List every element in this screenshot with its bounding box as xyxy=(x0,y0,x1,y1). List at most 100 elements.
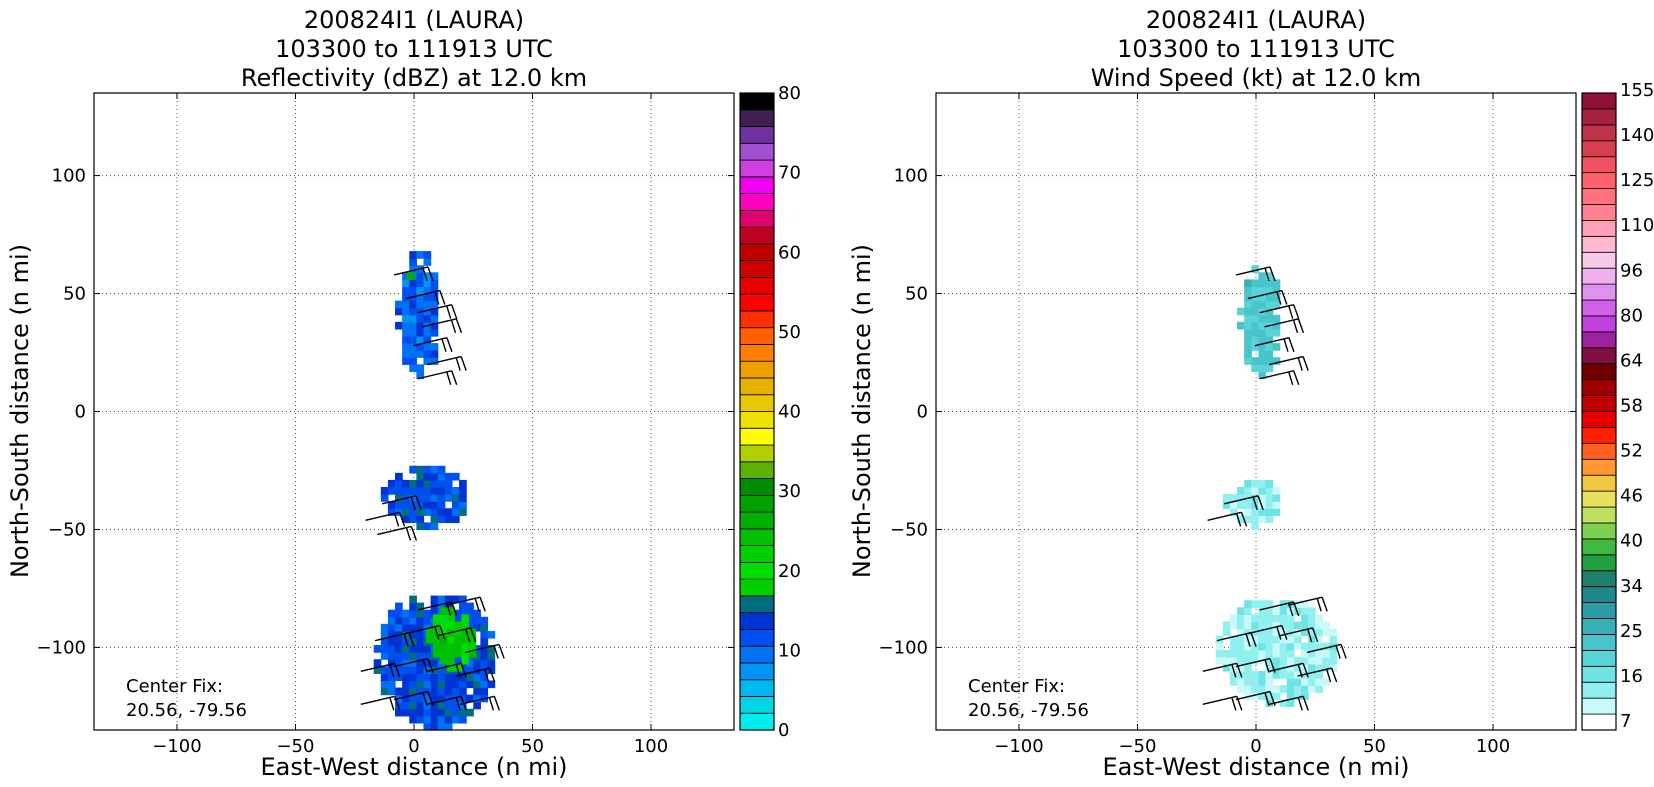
colorbar-tick-label: 40 xyxy=(1620,531,1643,552)
echo-cell xyxy=(430,272,439,280)
echo-cell xyxy=(1251,649,1259,658)
echo-cell xyxy=(416,609,425,618)
echo-cell xyxy=(1229,642,1238,651)
echo-cell xyxy=(437,472,446,481)
colorbar-tick-label: 64 xyxy=(1620,350,1643,371)
echo-cell xyxy=(402,616,410,625)
echo-cell xyxy=(1301,656,1309,665)
colorbar-swatch xyxy=(1581,442,1617,460)
echo-cell xyxy=(387,508,396,516)
colorbar-swatch xyxy=(1581,649,1617,667)
echo-cell xyxy=(423,694,432,703)
echo-cell xyxy=(440,628,448,637)
echo-cell xyxy=(409,343,417,351)
echo-cell xyxy=(1315,621,1323,630)
echo-cell xyxy=(1258,635,1267,644)
echo-cell xyxy=(1229,635,1238,644)
echo-cell xyxy=(1315,685,1323,693)
y-tick-label: 0 xyxy=(917,402,928,423)
echo-cell xyxy=(402,321,410,330)
reflectivity-wind-barbs xyxy=(360,266,505,711)
echo-cell xyxy=(444,708,453,717)
echo-cell xyxy=(380,494,389,502)
colorbar-swatch xyxy=(1581,713,1617,731)
echo-cell xyxy=(425,635,434,644)
echo-cell xyxy=(447,649,455,658)
echo-cell xyxy=(1293,635,1302,644)
echo-cell xyxy=(430,609,439,618)
echo-cell xyxy=(387,645,396,653)
colorbar-swatch xyxy=(739,629,775,647)
echo-cell xyxy=(461,614,470,623)
echo-cell xyxy=(373,666,382,674)
echo-cell xyxy=(1251,314,1259,323)
wind-barb xyxy=(464,643,505,659)
echo-cell xyxy=(423,486,432,495)
echo-cell xyxy=(1293,685,1302,693)
colorbar-swatch xyxy=(1581,363,1617,381)
echo-cell xyxy=(451,673,460,682)
echo-cell xyxy=(409,307,417,316)
echo-cell xyxy=(380,486,389,495)
echo-cell xyxy=(402,673,410,682)
echo-cell xyxy=(473,701,481,710)
echo-cell xyxy=(423,666,432,674)
colorbar-swatch xyxy=(1581,267,1617,285)
echo-cell xyxy=(1251,265,1259,273)
echo-cell xyxy=(1244,293,1252,302)
echo-cell xyxy=(1265,685,1274,693)
echo-cell xyxy=(454,649,463,658)
echo-cell xyxy=(1258,300,1267,309)
colorbar-swatch xyxy=(739,712,775,731)
echo-cell xyxy=(466,673,474,682)
echo-cell xyxy=(1308,614,1316,623)
echo-cell xyxy=(437,515,446,523)
echo-cell xyxy=(447,635,455,644)
wind-barb xyxy=(1269,695,1309,711)
reflectivity-colorbar: 0 10 20 30 40 50 60 70 80 xyxy=(739,83,801,741)
echo-cell xyxy=(423,300,432,309)
echo-cell xyxy=(487,659,496,667)
echo-cell xyxy=(1272,279,1281,288)
echo-cell xyxy=(1265,328,1274,337)
echo-cell xyxy=(423,522,432,531)
wind-barb xyxy=(393,266,434,282)
echo-cell xyxy=(402,328,410,337)
echo-cell xyxy=(409,616,417,625)
echo-cell xyxy=(1229,508,1238,516)
echo-cell xyxy=(1265,364,1274,372)
echo-cell xyxy=(423,286,432,295)
echo-cell xyxy=(1258,328,1267,337)
echo-cell xyxy=(444,472,453,481)
colorbar-swatch xyxy=(739,511,775,530)
echo-cell xyxy=(1258,600,1267,608)
echo-cell xyxy=(1258,486,1267,495)
echo-cell xyxy=(451,659,460,667)
echo-cell xyxy=(423,722,432,731)
echo-cell xyxy=(409,515,417,523)
echo-cell xyxy=(451,701,460,710)
echo-cell xyxy=(430,328,439,337)
colorbar-swatch xyxy=(1581,331,1617,349)
echo-cell xyxy=(409,328,417,337)
wind-title-line-1: 200824I1 (LAURA) xyxy=(1146,6,1366,34)
y-tick-label: 50 xyxy=(63,284,86,305)
echo-cell xyxy=(454,628,463,637)
echo-cell xyxy=(409,666,417,674)
wind-center-fix-value: 20.56, -79.56 xyxy=(968,700,1089,721)
echo-cell xyxy=(1244,279,1252,288)
echo-cell xyxy=(430,293,439,302)
echo-cell xyxy=(1329,649,1338,658)
echo-cell xyxy=(416,494,425,502)
echo-cell xyxy=(430,486,439,495)
echo-cell xyxy=(473,694,481,703)
echo-cell xyxy=(423,350,432,358)
echo-cell xyxy=(1322,621,1331,630)
echo-cell xyxy=(1251,671,1259,679)
colorbar-swatch xyxy=(1581,634,1617,651)
colorbar-swatch xyxy=(739,427,775,446)
echo-cell xyxy=(437,602,446,611)
colorbar-swatch xyxy=(739,310,775,329)
echo-cell xyxy=(1251,486,1259,495)
echo-cell xyxy=(459,486,467,495)
